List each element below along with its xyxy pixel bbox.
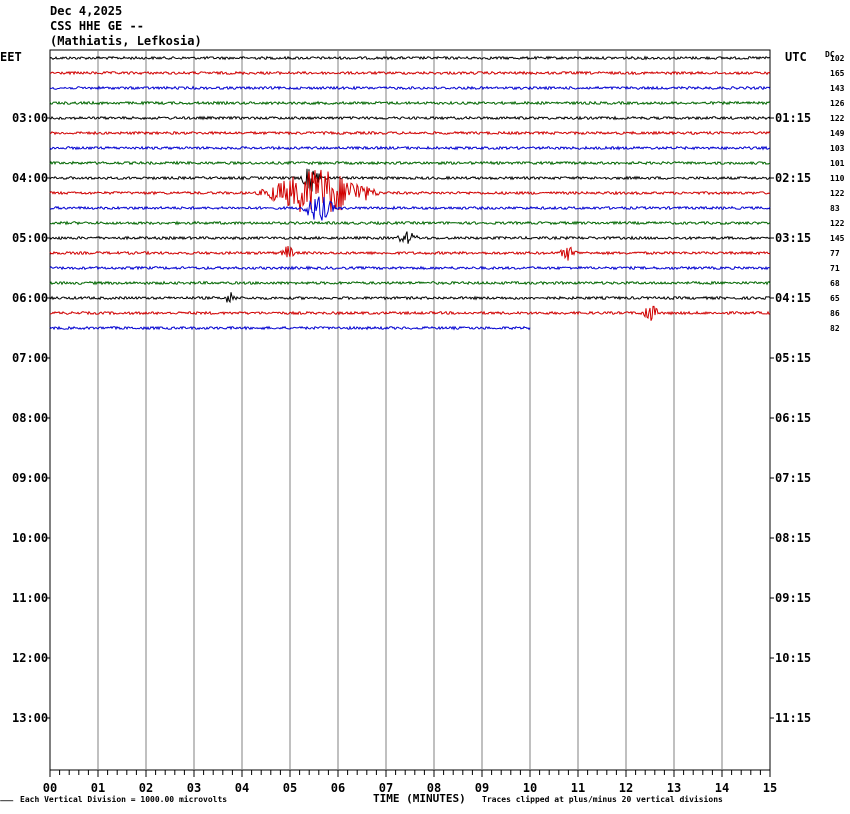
- right-time-label: 07:15: [775, 471, 811, 485]
- dc-offset-label: 122: [830, 114, 845, 123]
- right-time-label: 11:15: [775, 711, 811, 725]
- header-date: Dec 4,2025: [50, 4, 123, 18]
- dc-offset-label: 122: [830, 219, 845, 228]
- plot-frame: [49, 49, 771, 771]
- x-tick-label: 00: [43, 781, 57, 795]
- right-time-label: 10:15: [775, 651, 811, 665]
- seismic-trace-9: [49, 168, 771, 192]
- seismic-trace-5: [49, 115, 771, 121]
- seismic-trace-4: [49, 100, 771, 106]
- seismic-trace-17: [49, 292, 771, 304]
- dc-offset-label: 77: [830, 249, 840, 258]
- seismic-trace-11: [49, 196, 771, 221]
- left-time-label: 06:00: [12, 291, 48, 305]
- x-tick-label: 15: [763, 781, 777, 795]
- x-tick-label: 04: [235, 781, 249, 795]
- dc-offset-label: 122: [830, 189, 845, 198]
- seismic-trace-8: [49, 160, 771, 166]
- seismic-trace-7: [49, 145, 771, 151]
- left-timezone-label: EET: [0, 50, 22, 64]
- right-time-label: 08:15: [775, 531, 811, 545]
- dc-offset-label: 86: [830, 309, 840, 318]
- x-tick-label: 08: [427, 781, 441, 795]
- x-tick-label: 03: [187, 781, 201, 795]
- dc-offset-label: 71: [830, 264, 840, 273]
- dc-offset-label: 68: [830, 279, 840, 288]
- seismic-trace-12: [49, 220, 771, 226]
- header-station: CSS HHE GE --: [50, 19, 144, 33]
- dc-offset-label: 110: [830, 174, 845, 183]
- x-tick-label: 10: [523, 781, 537, 795]
- right-time-label: 04:15: [775, 291, 811, 305]
- dc-offset-label: 103: [830, 144, 845, 153]
- dc-offset-label: 82: [830, 324, 840, 333]
- x-tick-label: 12: [619, 781, 633, 795]
- right-timezone-label: UTC: [785, 50, 807, 64]
- seismic-trace-18: [49, 305, 771, 321]
- x-tick-label: 09: [475, 781, 489, 795]
- right-time-label: 06:15: [775, 411, 811, 425]
- seismic-trace-14: [49, 246, 771, 261]
- seismic-trace-16: [49, 280, 771, 286]
- seismic-trace-3: [49, 85, 771, 91]
- seismic-trace-2: [49, 70, 771, 76]
- scale-note-text: Each Vertical Division = 1000.00 microvo…: [20, 795, 228, 804]
- dc-offset-label: 145: [830, 234, 845, 243]
- header-location: (Mathiatis, Lefkosia): [50, 34, 202, 48]
- left-time-label: 11:00: [12, 591, 48, 605]
- right-time-label: 03:15: [775, 231, 811, 245]
- dc-offset-label: 83: [830, 204, 840, 213]
- dc-offset-label: 102: [830, 54, 845, 63]
- dc-offset-label: 149: [830, 129, 845, 138]
- dc-label: DC: [825, 50, 835, 59]
- right-time-label: 01:15: [775, 111, 811, 125]
- seismic-trace-6: [49, 130, 771, 136]
- dc-offset-label: 143: [830, 84, 845, 93]
- x-tick-label: 01: [91, 781, 105, 795]
- seismic-trace-15: [49, 265, 771, 271]
- x-tick-label: 11: [571, 781, 585, 795]
- right-time-label: 02:15: [775, 171, 811, 185]
- seismic-trace-10: [49, 169, 771, 213]
- left-time-label: 04:00: [12, 171, 48, 185]
- x-tick-label: 14: [715, 781, 729, 795]
- dc-offset-label: 126: [830, 99, 845, 108]
- left-time-label: 05:00: [12, 231, 48, 245]
- x-tick-label: 06: [331, 781, 345, 795]
- left-time-label: 10:00: [12, 531, 48, 545]
- x-tick-label: 07: [379, 781, 393, 795]
- left-time-label: 13:00: [12, 711, 48, 725]
- dc-offset-label: 165: [830, 69, 845, 78]
- dc-offset-label: 65: [830, 294, 840, 303]
- x-tick-label: 02: [139, 781, 153, 795]
- seismic-trace-19: [49, 325, 531, 331]
- x-tick-label: 05: [283, 781, 297, 795]
- dc-offset-label: 101: [830, 159, 845, 168]
- seismic-trace-13: [49, 231, 771, 244]
- left-time-label: 12:00: [12, 651, 48, 665]
- left-time-label: 03:00: [12, 111, 48, 125]
- clip-note: Traces clipped at plus/minus 20 vertical…: [482, 795, 723, 804]
- seismic-trace-1: [49, 55, 771, 61]
- scale-note: ⸺: [0, 796, 14, 805]
- right-time-label: 05:15: [775, 351, 811, 365]
- left-time-label: 09:00: [12, 471, 48, 485]
- left-time-label: 07:00: [12, 351, 48, 365]
- right-time-label: 09:15: [775, 591, 811, 605]
- left-time-label: 08:00: [12, 411, 48, 425]
- x-tick-label: 13: [667, 781, 681, 795]
- x-axis-title: TIME (MINUTES): [373, 792, 466, 805]
